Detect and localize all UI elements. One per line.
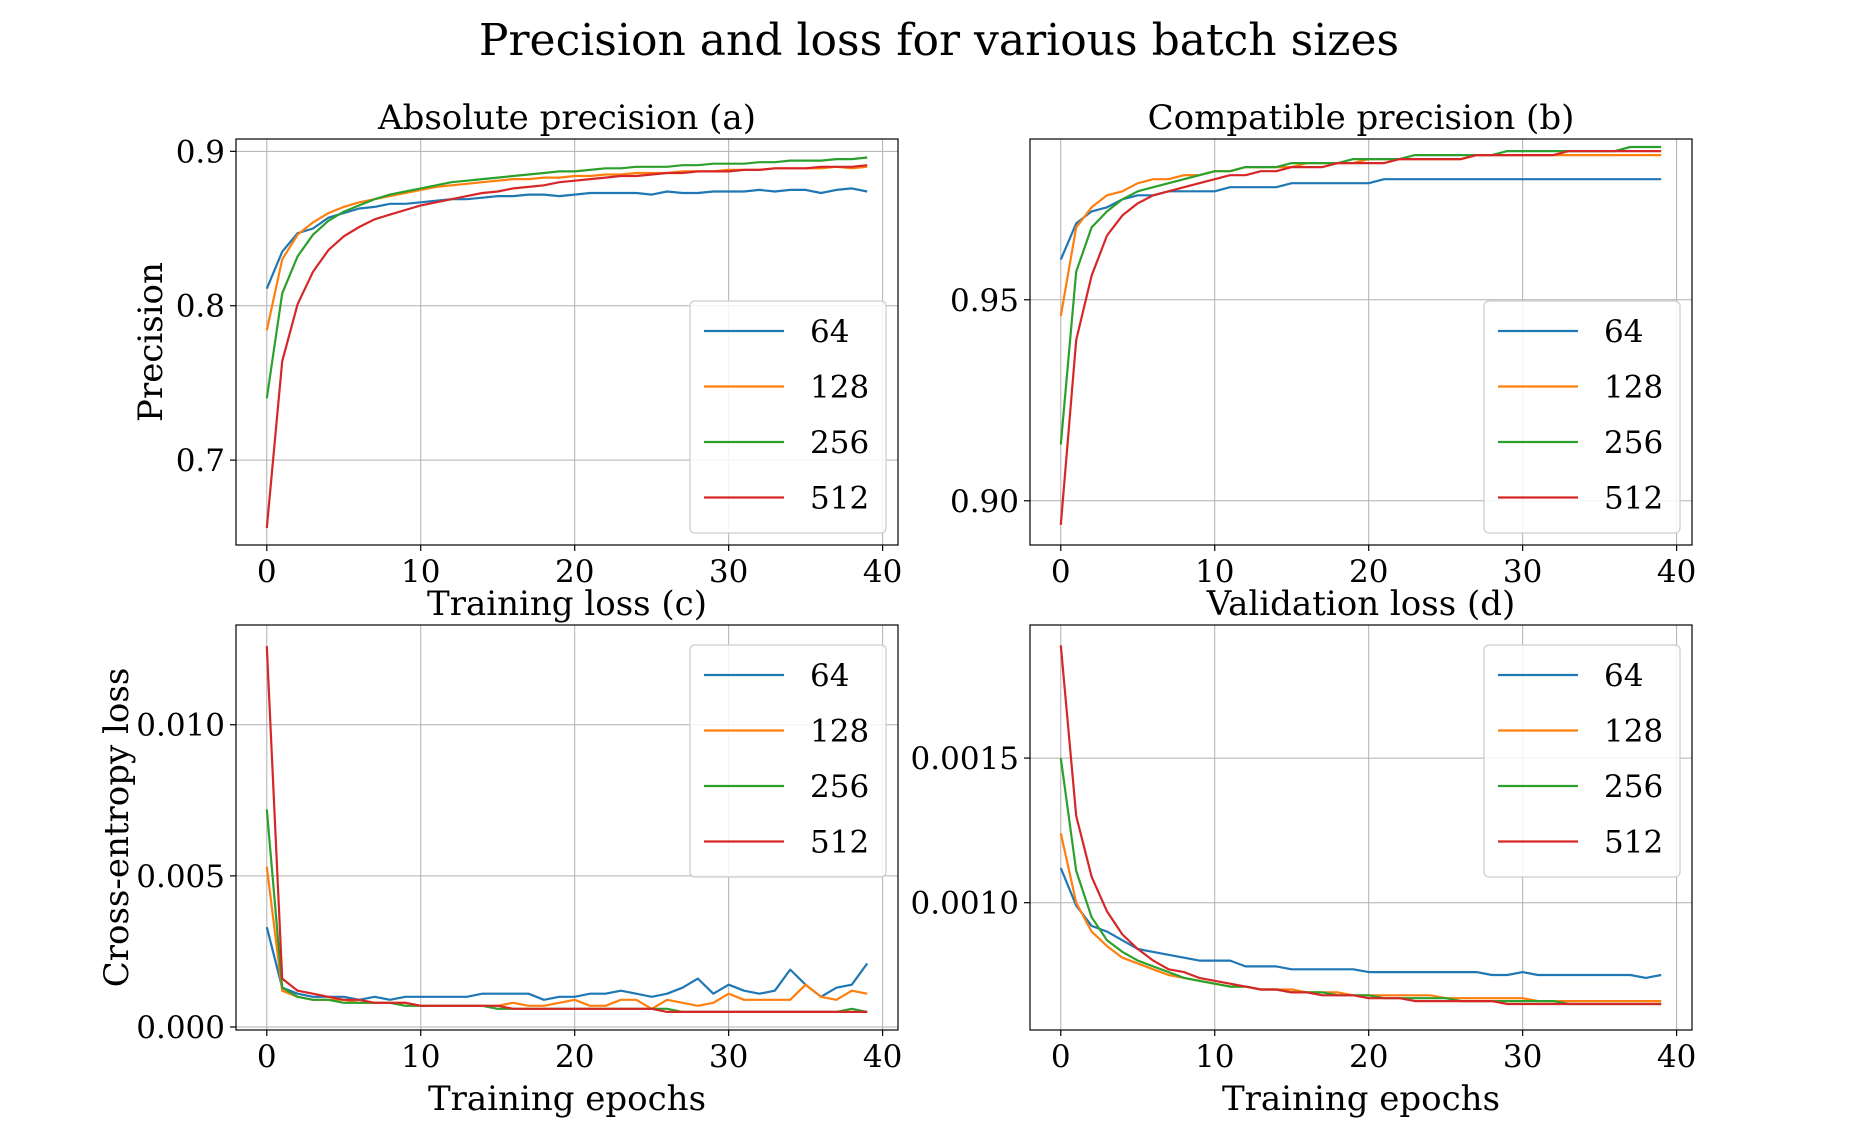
- series-line-64: [1059, 867, 1662, 980]
- y-tick-label: 0.9: [176, 134, 225, 170]
- x-tick-label: 10: [1195, 554, 1234, 590]
- subplot-title: Compatible precision (b): [1148, 98, 1575, 138]
- legend-label: 256: [810, 769, 869, 805]
- legend-label: 256: [810, 425, 869, 461]
- legend-label: 512: [810, 825, 869, 861]
- legend-box: [689, 644, 887, 878]
- x-axis-label: Training epochs: [1222, 1079, 1500, 1119]
- subplot-1: 0 10 20 30 40 0.90 0.95 Compatible precision (b…: [950, 98, 1696, 590]
- series-line-256: [1059, 757, 1662, 1006]
- legend-box: [1483, 644, 1681, 878]
- x-tick-label: 30: [1503, 1039, 1542, 1075]
- legend-label: 64: [1604, 314, 1643, 350]
- figure-title: Precision and loss for various batch siz…: [479, 15, 1399, 66]
- legend-label: 64: [1604, 658, 1643, 694]
- legend-label: 128: [810, 370, 869, 406]
- x-tick-label: 30: [709, 1039, 748, 1075]
- legend-label: 128: [810, 714, 869, 750]
- legend-label: 128: [1604, 714, 1663, 750]
- legend-label: 128: [1604, 370, 1663, 406]
- series-line-512: [1059, 150, 1662, 525]
- subplot-title: Validation loss (d): [1206, 584, 1516, 624]
- legend-label: 512: [810, 481, 869, 517]
- legend-label: 256: [1604, 769, 1663, 805]
- x-tick-label: 0: [257, 1039, 277, 1075]
- subplot-2: 0 10 20 30 40 0.000 0.005 0.010 Training loss (c…: [97, 584, 902, 1119]
- x-tick-label: 20: [555, 554, 594, 590]
- x-tick-label: 0: [1051, 1039, 1071, 1075]
- y-tick-label: 0.000: [136, 1010, 225, 1046]
- x-tick-label: 40: [1657, 1039, 1696, 1075]
- x-tick-label: 40: [1657, 554, 1696, 590]
- series-line-256: [265, 156, 868, 399]
- y-tick-label: 0.95: [950, 283, 1019, 319]
- series-line-512: [265, 164, 868, 529]
- x-tick-label: 20: [1349, 1039, 1388, 1075]
- x-tick-label: 20: [1349, 554, 1388, 590]
- y-tick-label: 0.005: [136, 859, 225, 895]
- legend-label: 512: [1604, 825, 1663, 861]
- plot-frame: [235, 138, 899, 546]
- subplot-title: Training loss (c): [427, 584, 707, 624]
- x-tick-label: 40: [863, 1039, 902, 1075]
- legend-label: 64: [810, 658, 849, 694]
- legend-box: [1483, 300, 1681, 534]
- x-tick-label: 10: [1195, 1039, 1234, 1075]
- x-tick-label: 20: [555, 1039, 594, 1075]
- legend: 64 128 256 512: [689, 644, 887, 878]
- x-tick-label: 40: [863, 554, 902, 590]
- series-line-512: [265, 646, 868, 1014]
- subplot-3: 0 10 20 30 40 0.0010 0.0015 Validation loss (d)…: [911, 584, 1697, 1119]
- series-line-64: [265, 187, 868, 290]
- x-tick-label: 10: [401, 1039, 440, 1075]
- x-tick-label: 30: [1503, 554, 1542, 590]
- y-tick-label: 0.0010: [911, 886, 1019, 922]
- x-tick-label: 0: [1051, 554, 1071, 590]
- y-tick-label: 0.010: [136, 708, 225, 744]
- series-line-64: [265, 926, 869, 1001]
- legend-label: 64: [810, 314, 849, 350]
- x-tick-label: 0: [257, 554, 277, 590]
- legend-label: 256: [1604, 425, 1663, 461]
- x-axis-label: Training epochs: [428, 1079, 706, 1119]
- y-tick-label: 0.8: [176, 289, 225, 325]
- series-line-64: [1059, 178, 1662, 261]
- plot-frame: [1029, 624, 1693, 1031]
- x-tick-label: 30: [709, 554, 748, 590]
- subplot-title: Absolute precision (a): [377, 98, 756, 138]
- legend: 64 128 256 512: [689, 300, 887, 534]
- series-line-512: [1059, 645, 1662, 1006]
- y-axis-label: Cross-entropy loss: [97, 668, 137, 988]
- x-tick-label: 10: [401, 554, 440, 590]
- legend: 64 128 256 512: [1483, 644, 1681, 878]
- plot-frame: [235, 624, 899, 1031]
- legend: 64 128 256 512: [1483, 300, 1681, 534]
- y-axis-label: Precision: [131, 262, 171, 422]
- y-tick-label: 0.7: [176, 443, 225, 479]
- series-line-128: [1059, 154, 1662, 317]
- subplot-0: 0 10 20 30 40 0.7 0.8 0.9 Absolute precision (a)…: [131, 98, 902, 590]
- series-line-256: [1059, 145, 1662, 445]
- y-tick-label: 0.0015: [911, 741, 1019, 777]
- legend-box: [689, 300, 887, 534]
- legend-label: 512: [1604, 481, 1663, 517]
- plot-frame: [1029, 138, 1693, 546]
- y-tick-label: 0.90: [950, 484, 1019, 520]
